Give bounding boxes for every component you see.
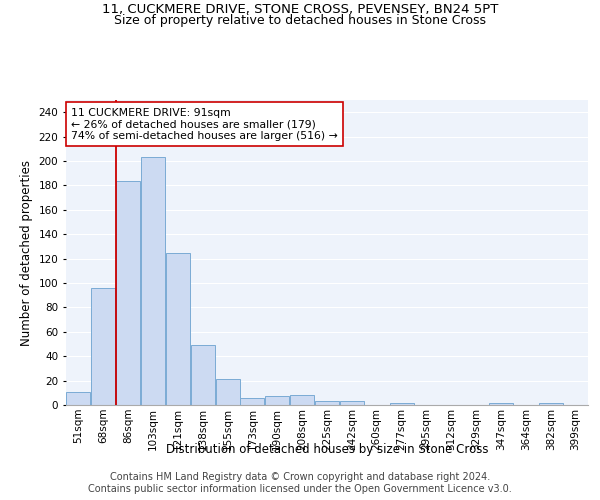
Bar (91, 288, 115, 405)
Text: Contains public sector information licensed under the Open Government Licence v3: Contains public sector information licen… (88, 484, 512, 494)
Bar (67, 392, 91, 405)
Bar (315, 402, 339, 405)
Bar (265, 396, 289, 405)
Text: 11 CUCKMERE DRIVE: 91sqm
← 26% of detached houses are smaller (179)
74% of semi-: 11 CUCKMERE DRIVE: 91sqm ← 26% of detach… (71, 108, 338, 141)
Y-axis label: Number of detached properties: Number of detached properties (20, 160, 33, 346)
Bar (489, 402, 513, 405)
Text: Distribution of detached houses by size in Stone Cross: Distribution of detached houses by size … (166, 442, 488, 456)
Bar (141, 158, 165, 405)
Bar (241, 398, 265, 405)
Bar (191, 345, 215, 405)
Text: Contains HM Land Registry data © Crown copyright and database right 2024.: Contains HM Land Registry data © Crown c… (110, 472, 490, 482)
Bar (389, 402, 413, 405)
Bar (166, 252, 190, 405)
Text: Size of property relative to detached houses in Stone Cross: Size of property relative to detached ho… (114, 14, 486, 27)
Bar (116, 180, 140, 405)
Text: 11, CUCKMERE DRIVE, STONE CROSS, PEVENSEY, BN24 5PT: 11, CUCKMERE DRIVE, STONE CROSS, PEVENSE… (102, 2, 498, 16)
Bar (215, 380, 239, 405)
Bar (290, 395, 314, 405)
Bar (539, 402, 563, 405)
Bar (340, 402, 364, 405)
